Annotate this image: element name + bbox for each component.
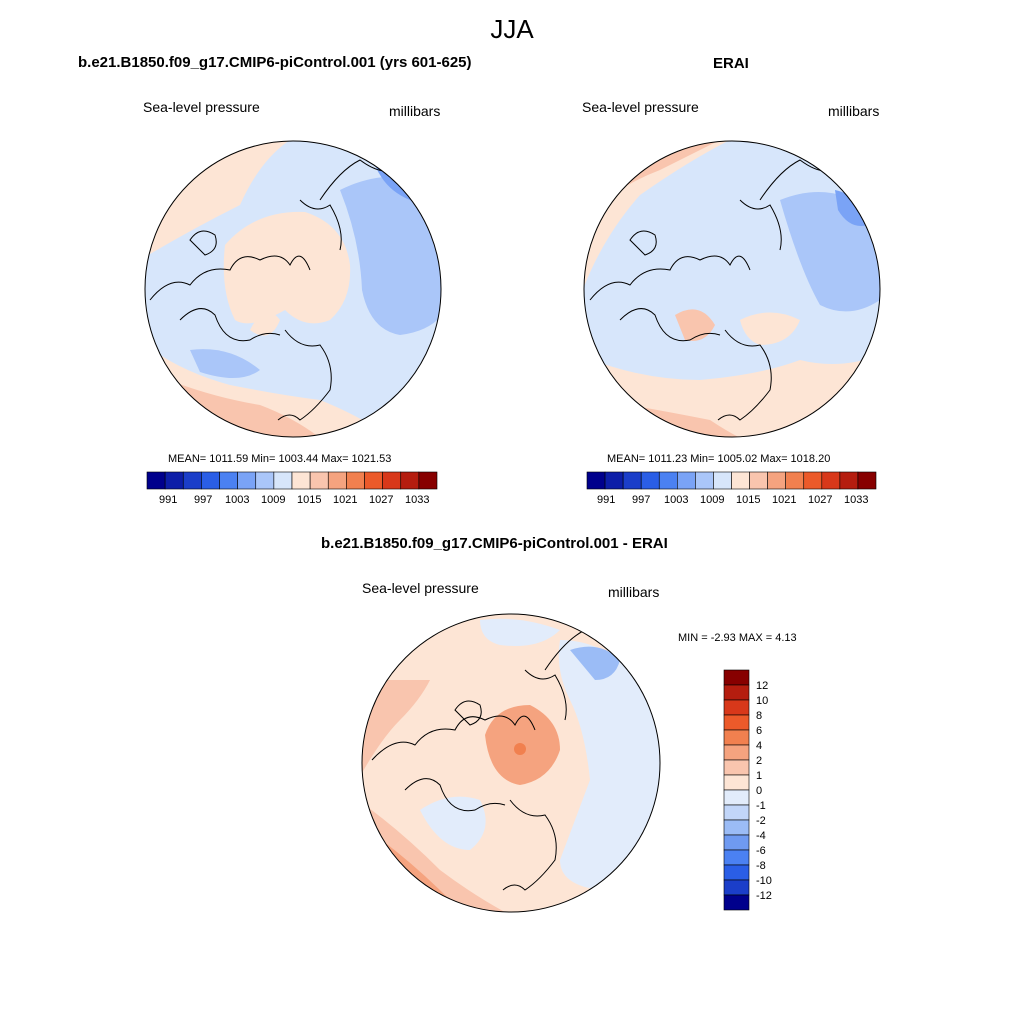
panel1-right-label: millibars bbox=[389, 103, 441, 119]
colorbar-swatch bbox=[723, 894, 750, 911]
colorbar-swatch bbox=[201, 471, 220, 490]
cb2-tick: 1027 bbox=[808, 494, 833, 506]
cb2-tick: 1009 bbox=[700, 494, 725, 506]
colorbar-swatch bbox=[785, 471, 805, 490]
cb1-tick: 1003 bbox=[225, 494, 250, 506]
cb1-tick: 1027 bbox=[369, 494, 394, 506]
cb3-tick: -8 bbox=[756, 860, 766, 872]
cb3-tick: 1 bbox=[756, 770, 763, 782]
colorbar-swatch bbox=[219, 471, 238, 490]
panel3-map bbox=[361, 613, 661, 913]
colorbar-swatch bbox=[723, 684, 750, 701]
colorbar-swatch bbox=[723, 804, 750, 821]
cb1-tick: 991 bbox=[159, 494, 178, 506]
colorbar-swatch bbox=[723, 729, 750, 746]
cb2-tick: 1033 bbox=[844, 494, 869, 506]
cb2-tick: 997 bbox=[632, 494, 651, 506]
colorbar-swatch bbox=[767, 471, 786, 490]
cb3-tick: -10 bbox=[756, 875, 772, 887]
colorbar-swatch bbox=[723, 759, 750, 776]
cb3-tick: 6 bbox=[756, 725, 763, 737]
colorbar-swatch bbox=[723, 714, 750, 731]
panel1-colorbar bbox=[146, 471, 438, 490]
panel2-left-label: Sea-level pressure bbox=[582, 99, 699, 115]
colorbar-swatch bbox=[327, 471, 347, 490]
colorbar-swatch bbox=[146, 471, 166, 490]
panel3-left-label: Sea-level pressure bbox=[362, 580, 479, 596]
panel2-map bbox=[583, 140, 881, 438]
cb3-tick: 0 bbox=[756, 785, 763, 797]
colorbar-swatch bbox=[586, 471, 606, 490]
panel1-stats: MEAN= 1011.59 Min= 1003.44 Max= 1021.53 bbox=[168, 453, 392, 465]
colorbar-swatch bbox=[604, 471, 624, 490]
colorbar-swatch bbox=[723, 669, 750, 686]
panel1-left-label: Sea-level pressure bbox=[143, 99, 260, 115]
cb2-tick: 1021 bbox=[772, 494, 797, 506]
colorbar-swatch bbox=[723, 789, 750, 806]
colorbar-swatch bbox=[723, 834, 750, 851]
cb1-tick: 1021 bbox=[333, 494, 358, 506]
colorbar-swatch bbox=[418, 471, 438, 490]
colorbar-swatch bbox=[723, 819, 750, 836]
figure-title: JJA bbox=[490, 14, 534, 44]
colorbar-swatch bbox=[731, 471, 750, 490]
panel1-title: b.e21.B1850.f09_g17.CMIP6-piControl.001 … bbox=[78, 54, 472, 71]
cb1-tick: 997 bbox=[194, 494, 213, 506]
cb3-tick: -2 bbox=[756, 815, 766, 827]
panel3-right-label: millibars bbox=[608, 584, 660, 600]
colorbar-swatch bbox=[821, 471, 841, 490]
colorbar-swatch bbox=[723, 864, 750, 881]
colorbar-swatch bbox=[695, 471, 714, 490]
colorbar-swatch bbox=[255, 471, 275, 490]
colorbar-swatch bbox=[713, 471, 732, 490]
colorbar-swatch bbox=[723, 849, 750, 866]
colorbar-swatch bbox=[803, 471, 823, 490]
cb2-tick: 1015 bbox=[736, 494, 761, 506]
colorbar-swatch bbox=[857, 471, 877, 490]
colorbar-swatch bbox=[839, 471, 859, 490]
cb3-tick: 2 bbox=[756, 755, 763, 767]
colorbar-swatch bbox=[400, 471, 420, 490]
cb3-tick: 8 bbox=[756, 710, 763, 722]
colorbar-swatch bbox=[291, 471, 311, 490]
colorbar-swatch bbox=[273, 471, 293, 490]
colorbar-swatch bbox=[749, 471, 768, 490]
colorbar-swatch bbox=[182, 471, 202, 490]
panel2-right-label: millibars bbox=[828, 103, 880, 119]
colorbar-swatch bbox=[723, 774, 750, 791]
colorbar-swatch bbox=[640, 471, 660, 490]
cb3-tick: -4 bbox=[756, 830, 766, 842]
cb1-tick: 1009 bbox=[261, 494, 286, 506]
cb3-tick: -1 bbox=[756, 800, 766, 812]
colorbar-swatch bbox=[164, 471, 184, 490]
colorbar-swatch bbox=[723, 699, 750, 716]
cb3-tick: -6 bbox=[756, 845, 766, 857]
panel2-colorbar bbox=[586, 471, 877, 490]
cb1-tick: 1033 bbox=[405, 494, 430, 506]
colorbar-swatch bbox=[364, 471, 383, 490]
panel3-stats: MIN = -2.93 MAX = 4.13 bbox=[678, 632, 797, 644]
colorbar-swatch bbox=[382, 471, 402, 490]
cb2-tick: 991 bbox=[597, 494, 616, 506]
panel3-colorbar bbox=[723, 669, 750, 911]
colorbar-swatch bbox=[309, 471, 329, 490]
colorbar-swatch bbox=[622, 471, 642, 490]
colorbar-swatch bbox=[723, 744, 750, 761]
colorbar-swatch bbox=[677, 471, 696, 490]
colorbar-swatch bbox=[658, 471, 678, 490]
panel2-stats: MEAN= 1011.23 Min= 1005.02 Max= 1018.20 bbox=[607, 453, 831, 465]
cb2-tick: 1003 bbox=[664, 494, 689, 506]
colorbar-swatch bbox=[237, 471, 257, 490]
panel3-title: b.e21.B1850.f09_g17.CMIP6-piControl.001 … bbox=[321, 535, 668, 552]
panel1-map bbox=[144, 140, 442, 438]
colorbar-swatch bbox=[346, 471, 365, 490]
cb3-tick: 10 bbox=[756, 695, 769, 707]
panel2-title: ERAI bbox=[713, 55, 749, 72]
cb1-tick: 1015 bbox=[297, 494, 322, 506]
colorbar-swatch bbox=[723, 879, 750, 896]
cb3-tick: 4 bbox=[756, 740, 763, 752]
cb3-tick: 12 bbox=[756, 680, 769, 692]
cb3-tick: -12 bbox=[756, 890, 772, 902]
